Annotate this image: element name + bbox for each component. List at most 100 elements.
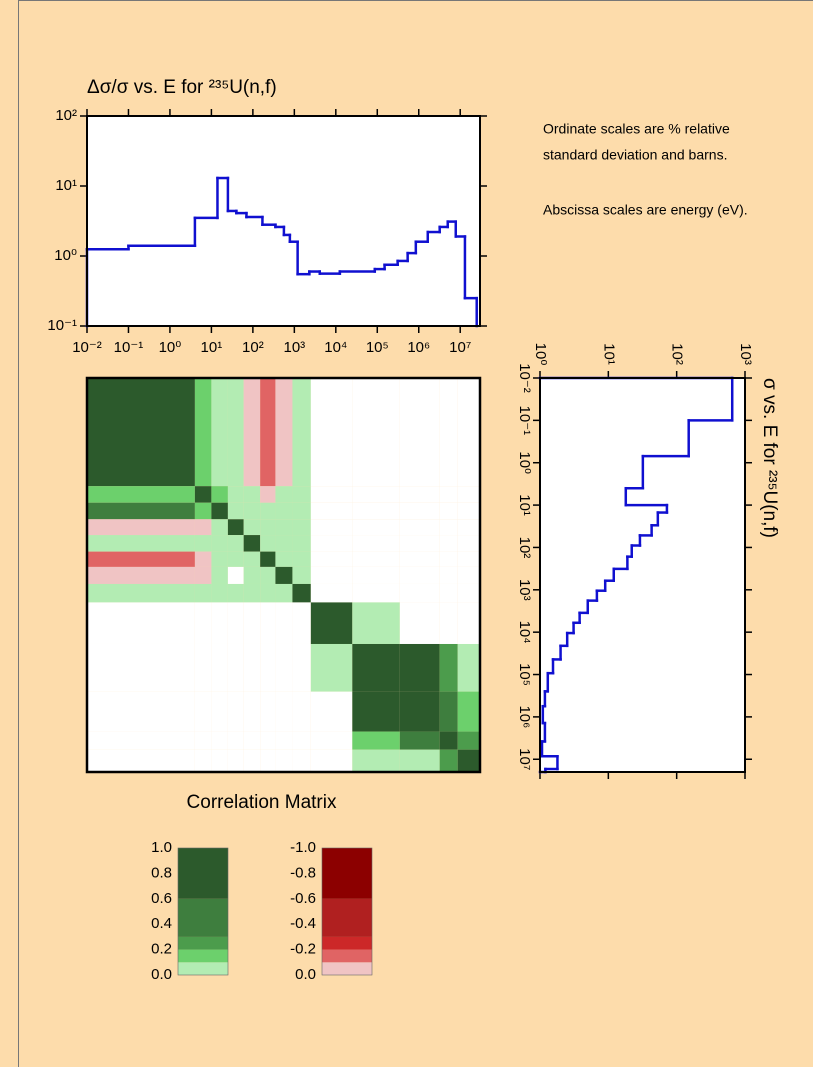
heatmap-cell xyxy=(439,602,458,644)
y-tick-label: 10⁰ xyxy=(516,451,533,474)
heatmap-cell xyxy=(439,583,458,603)
heatmap-cell xyxy=(275,378,293,487)
y-tick-label: 10⁻¹ xyxy=(516,406,533,436)
x-tick-label: 10⁵ xyxy=(366,339,389,356)
heatmap-cell xyxy=(260,731,276,750)
heatmap-cell xyxy=(194,731,212,750)
heatmap-cell xyxy=(227,502,244,520)
legend-swatch xyxy=(322,949,372,963)
heatmap-cell xyxy=(292,691,311,732)
heatmap-cell xyxy=(243,583,261,603)
legend-label: -0.2 xyxy=(290,941,316,958)
legend-frame xyxy=(177,847,229,976)
heatmap-cell xyxy=(260,691,276,732)
heatmap-cell xyxy=(227,566,244,584)
y-tick-label: 10⁷ xyxy=(516,748,533,770)
heatmap-cell xyxy=(243,486,261,503)
heatmap-cell xyxy=(399,519,440,536)
heatmap-cell xyxy=(457,502,480,520)
chart-title: Δσ/σ vs. E for ²³⁵U(n,f) xyxy=(87,77,277,98)
heatmap-cell xyxy=(275,583,293,603)
heatmap-cell xyxy=(439,643,458,692)
legend-label: 1.0 xyxy=(151,839,172,856)
legend-swatch xyxy=(322,848,372,899)
legend-swatch xyxy=(178,949,228,963)
heatmap-cell xyxy=(87,602,195,644)
heatmap-cell xyxy=(211,643,228,692)
heatmap-cell xyxy=(292,566,311,584)
x-tick-label: 10³ xyxy=(283,339,305,356)
legend-swatch xyxy=(178,936,228,950)
heatmap-cell xyxy=(275,502,293,520)
heatmap-cell xyxy=(439,749,458,772)
heatmap-cell xyxy=(352,691,400,732)
x-tick-label: 10⁰ xyxy=(159,339,182,356)
heatmap-cell xyxy=(292,583,311,603)
heatmap-cell xyxy=(292,502,311,520)
heatmap-cell xyxy=(310,602,353,644)
heatmap-cell xyxy=(275,535,293,552)
heatmap-cell xyxy=(194,566,212,584)
heatmap-cell xyxy=(243,602,261,644)
heatmap-cell xyxy=(352,749,400,772)
y-tick-label: 10¹ xyxy=(55,177,77,194)
heatmap-cell xyxy=(227,583,244,603)
heatmap-cell xyxy=(275,749,293,772)
heatmap-cell xyxy=(227,749,244,772)
heatmap-cell xyxy=(439,378,458,487)
heatmap-cell xyxy=(227,643,244,692)
heatmap-cell xyxy=(227,486,244,503)
heatmap-cell xyxy=(211,602,228,644)
x-tick-label: 10² xyxy=(242,339,264,356)
heatmap-cell xyxy=(352,486,400,503)
x-tick-label: 10³ xyxy=(737,343,754,365)
plot-frame xyxy=(539,377,746,773)
heatmap-cell xyxy=(243,551,261,567)
heatmap-cell xyxy=(211,583,228,603)
heatmap-cell xyxy=(310,378,353,487)
legend-label: 0.2 xyxy=(151,941,172,958)
heatmap-cell xyxy=(457,691,480,732)
heatmap-cell xyxy=(352,731,400,750)
heatmap-cell xyxy=(243,535,261,552)
heatmap-cell xyxy=(399,691,440,732)
heatmap-cell xyxy=(87,378,195,487)
heatmap-cell xyxy=(194,535,212,552)
heatmap-cell xyxy=(211,519,228,536)
annotation: Abscissa scales are energy (eV). xyxy=(543,202,748,218)
x-tick-label: 10⁶ xyxy=(407,339,430,356)
heatmap-cell xyxy=(243,691,261,732)
legend-swatch xyxy=(178,848,228,899)
heatmap-cell xyxy=(399,602,440,644)
heatmap-cell xyxy=(399,731,440,750)
legend-label: -1.0 xyxy=(290,839,316,856)
heatmap-cell xyxy=(275,731,293,750)
heatmap-cell xyxy=(243,749,261,772)
heatmap-cell xyxy=(260,643,276,692)
heatmap-cell xyxy=(310,566,353,584)
heatmap-cell xyxy=(211,691,228,732)
legend-label: 0.6 xyxy=(151,890,172,907)
x-tick-label: 10⁴ xyxy=(324,339,347,356)
heatmap-cell xyxy=(87,731,195,750)
y-tick-label: 10² xyxy=(516,537,533,559)
heatmap-cell xyxy=(292,749,311,772)
legend-label: 0.8 xyxy=(151,864,172,881)
heatmap-cell xyxy=(439,731,458,750)
legend-label: -0.6 xyxy=(290,890,316,907)
heatmap-cell xyxy=(87,535,195,552)
legend-swatch xyxy=(322,962,372,975)
heatmap-cell xyxy=(275,691,293,732)
heatmap-cell xyxy=(352,566,400,584)
legend-swatch xyxy=(178,898,228,937)
annotation: standard deviation and barns. xyxy=(543,147,727,163)
heatmap-cell xyxy=(399,749,440,772)
heatmap-cell xyxy=(87,502,195,520)
matrix-frame xyxy=(85,376,482,774)
heatmap-cell xyxy=(310,583,353,603)
heatmap-cell xyxy=(243,643,261,692)
heatmap-cell xyxy=(275,551,293,567)
heatmap-cell xyxy=(227,378,244,487)
heatmap-cell xyxy=(194,486,212,503)
heatmap-cell xyxy=(260,486,276,503)
